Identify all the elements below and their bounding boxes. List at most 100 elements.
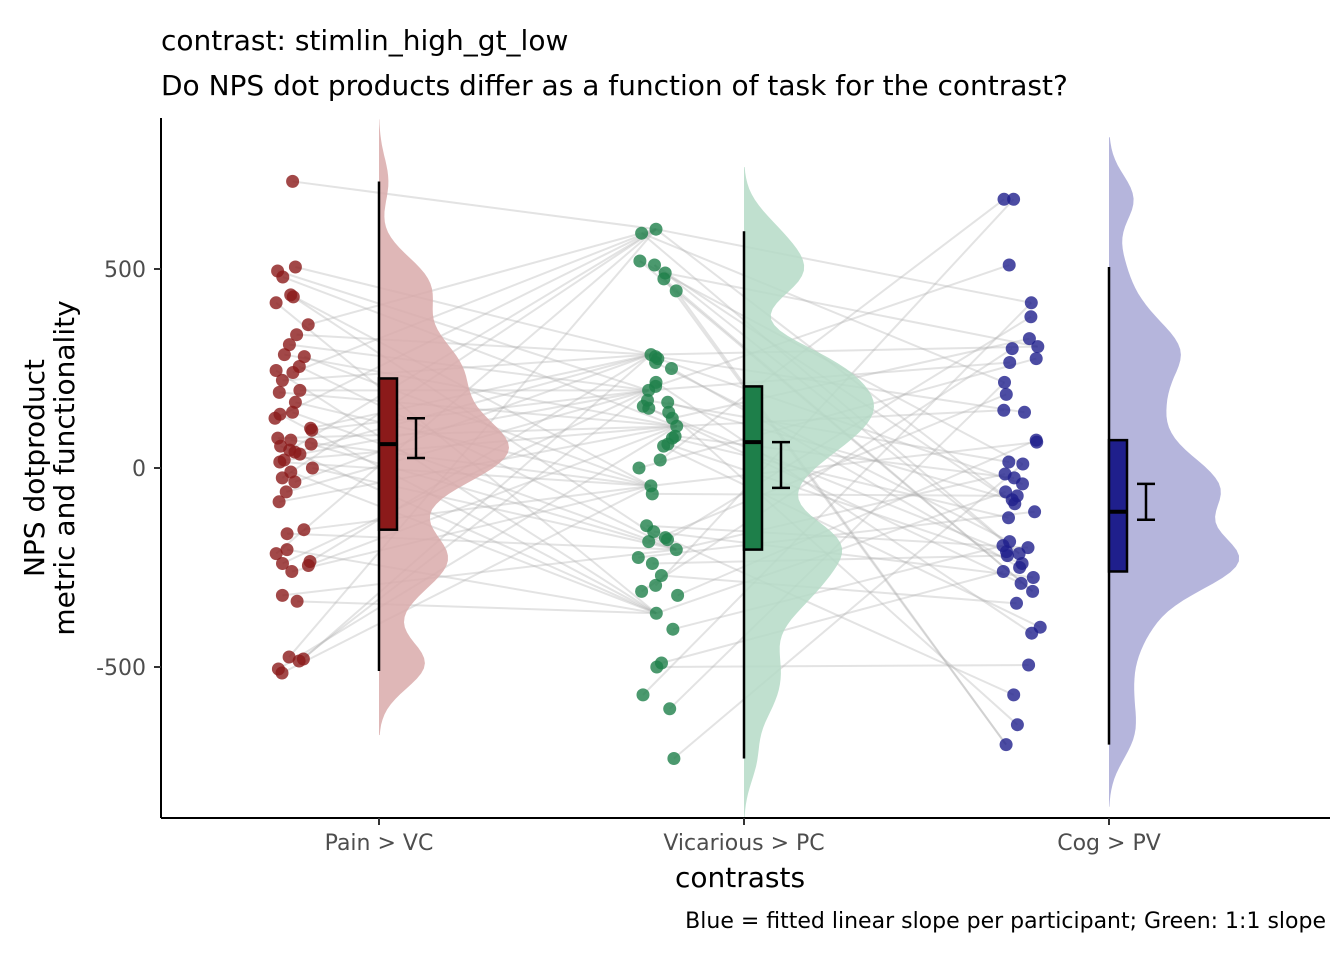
density-cloud-1: [379, 119, 509, 736]
data-point: [636, 688, 650, 702]
data-point: [1010, 596, 1023, 610]
data-point: [1024, 296, 1038, 310]
data-point: [647, 525, 661, 539]
data-point: [301, 559, 315, 572]
data-point: [282, 650, 296, 664]
density-clouds: [379, 119, 1239, 821]
data-point: [269, 364, 283, 377]
x-tick-label: Cog > PV: [1057, 831, 1161, 856]
slope-line: [281, 485, 652, 674]
data-point: [1016, 477, 1029, 491]
slope-line: [280, 445, 657, 615]
data-point: [286, 290, 300, 304]
data-point: [649, 578, 663, 592]
data-point: [279, 485, 293, 499]
slope-line: [290, 293, 652, 487]
data-point: [273, 455, 287, 469]
slope-line: [641, 347, 1013, 593]
data-point: [275, 471, 289, 485]
slope-line: [667, 443, 1023, 565]
data-point: [1024, 310, 1038, 324]
data-point: [280, 543, 294, 557]
slope-line: [282, 353, 652, 382]
data-point: [272, 495, 286, 509]
slope-line: [295, 266, 652, 356]
y-axis-title-line2: metric and functionality: [48, 300, 81, 635]
x-axis-title: contrasts: [675, 861, 805, 894]
data-point: [288, 260, 302, 274]
data-point: [645, 557, 659, 570]
data-point: [1000, 549, 1014, 563]
data-point: [1010, 718, 1024, 732]
data-point: [1008, 497, 1022, 511]
data-point: [671, 588, 685, 602]
slope-line: [648, 407, 1022, 585]
data-point: [1026, 571, 1040, 584]
slope-line: [297, 600, 657, 615]
slope-line: [653, 264, 1007, 746]
data-point: [305, 461, 319, 475]
slope-line: [274, 228, 657, 420]
data-point: [667, 752, 681, 765]
data-point: [1007, 688, 1021, 702]
data-point: [999, 387, 1013, 401]
data-point: [1026, 584, 1040, 598]
y-tick-label: 500: [104, 258, 146, 283]
data-point: [269, 547, 283, 561]
data-point: [1028, 505, 1042, 519]
slope-line: [282, 276, 678, 428]
y-axis-ticks: -500 0 500: [96, 258, 161, 681]
slope-line: [667, 411, 1019, 726]
slope-line: [650, 345, 1038, 356]
slope-line: [282, 548, 677, 597]
data-point: [275, 373, 289, 387]
data-point: [1016, 457, 1030, 471]
data-point: [642, 535, 656, 549]
chart-subtitle: Do NPS dot products differ as a function…: [161, 69, 1068, 102]
slope-line: [292, 411, 677, 551]
slope-line: [638, 510, 1035, 559]
slope-line: [277, 270, 649, 392]
slope-line: [667, 401, 1013, 501]
y-axis-title-line1: NPS dotproduct: [18, 359, 51, 577]
data-point: [653, 453, 667, 467]
data-point: [272, 385, 286, 399]
slope-line: [663, 445, 1041, 629]
data-point: [297, 350, 311, 364]
data-point: [649, 356, 663, 369]
slope-line: [302, 353, 652, 660]
y-tick-label: 0: [132, 457, 146, 482]
slope-line: [671, 367, 1021, 569]
data-point: [650, 660, 664, 674]
x-tick-label: Vicarious > PC: [663, 831, 824, 856]
slope-line: [672, 437, 1009, 519]
data-point: [665, 362, 678, 375]
box-iqr: [1107, 438, 1129, 573]
data-point: [288, 475, 302, 489]
data-point: [1013, 561, 1027, 574]
slope-line: [653, 530, 1034, 579]
slope-line: [284, 353, 677, 428]
data-point: [632, 461, 646, 475]
data-point: [996, 565, 1010, 578]
y-tick-label: -500: [96, 656, 146, 681]
slope-line: [659, 198, 1005, 461]
slope-line: [652, 492, 1018, 497]
data-point: [276, 270, 290, 284]
data-point: [654, 569, 668, 582]
slope-line: [307, 228, 657, 326]
density-cloud-3: [1109, 137, 1239, 807]
x-tick-label: Pain > VC: [325, 831, 434, 856]
data-point: [1029, 352, 1043, 366]
mean-error-bars: [407, 417, 1155, 521]
slope-line: [312, 467, 677, 551]
box-iqr: [377, 377, 399, 531]
slope-line: [310, 443, 677, 551]
data-point: [635, 584, 649, 598]
slope-line: [292, 228, 657, 374]
data-point: [663, 702, 677, 716]
data-point: [1007, 192, 1021, 206]
data-point: [645, 487, 659, 501]
data-point: [1022, 658, 1036, 672]
data-point: [1025, 626, 1039, 640]
